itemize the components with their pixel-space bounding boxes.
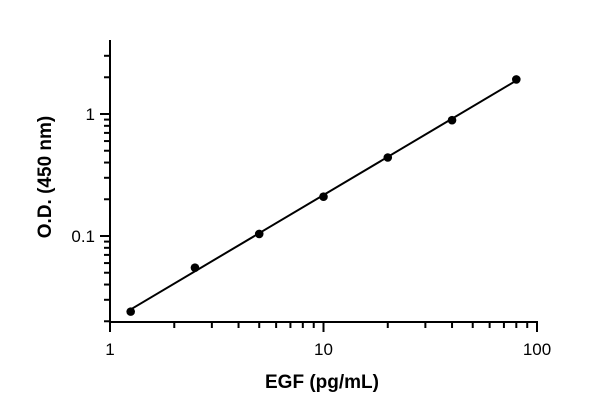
data-point xyxy=(190,263,200,272)
data-points xyxy=(126,75,521,316)
y-tick-label: 1 xyxy=(86,105,95,124)
y-axis-title: O.D. (450 nm) xyxy=(35,116,56,238)
x-axis-title: EGF (pg/mL) xyxy=(265,372,379,393)
x-tick-label: 1 xyxy=(105,340,114,359)
data-point xyxy=(447,115,457,125)
data-point xyxy=(383,153,393,162)
data-point xyxy=(512,75,521,84)
y-tick-labels: 0.11 xyxy=(71,105,95,246)
x-tick-label: 10 xyxy=(314,340,333,359)
x-tick-label: 100 xyxy=(523,340,551,359)
y-tick-label: 0.1 xyxy=(71,227,95,246)
data-point xyxy=(319,192,328,201)
data-point xyxy=(126,307,135,316)
data-point xyxy=(254,229,264,239)
axes xyxy=(100,40,538,332)
x-tick-labels: 1 10 100 xyxy=(105,340,551,359)
